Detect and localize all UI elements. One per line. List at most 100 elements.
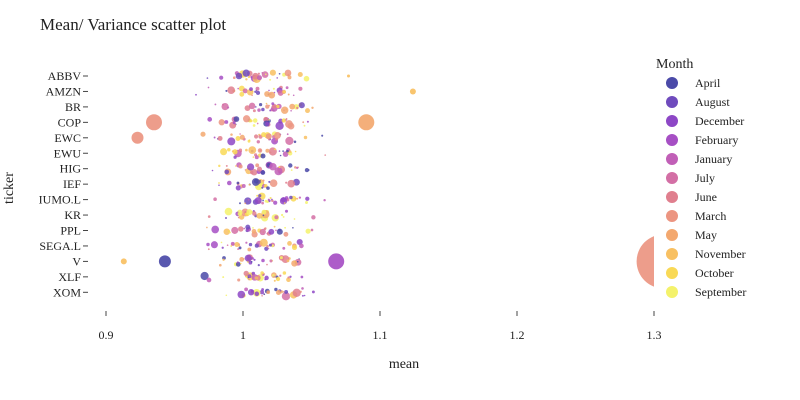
data-point (247, 247, 252, 252)
data-point (223, 228, 231, 235)
data-point (293, 218, 296, 220)
data-point (218, 263, 222, 267)
data-point-highlight (358, 114, 375, 131)
data-point (305, 196, 310, 201)
data-point (232, 76, 236, 80)
data-point (264, 73, 267, 76)
data-point (224, 207, 233, 216)
data-point-highlight (636, 236, 654, 287)
data-point (260, 182, 263, 186)
data-point (266, 244, 269, 248)
data-point (259, 290, 265, 295)
y-tick-label: V (72, 254, 81, 268)
legend-marker (666, 286, 678, 298)
data-point (219, 75, 224, 80)
data-point (289, 195, 293, 200)
y-tick-label: IEF (63, 177, 81, 191)
data-point (288, 150, 292, 153)
data-point (285, 86, 289, 90)
data-point (251, 94, 253, 97)
data-point (230, 133, 233, 136)
data-point (206, 277, 212, 283)
data-point (269, 259, 273, 263)
data-point (276, 104, 280, 109)
data-point (269, 78, 272, 81)
data-point-highlight (120, 258, 127, 265)
data-point (281, 118, 286, 123)
data-point (282, 246, 286, 250)
data-point (224, 120, 229, 124)
data-point (279, 197, 288, 205)
legend-marker (666, 134, 678, 146)
data-point (265, 121, 270, 126)
data-point (289, 275, 292, 278)
data-point (206, 242, 210, 247)
data-point (260, 170, 266, 175)
x-tick-label: 1.2 (510, 328, 525, 342)
data-point (239, 257, 245, 262)
data-point (266, 263, 268, 266)
data-point (254, 276, 259, 280)
data-point (213, 197, 217, 201)
x-axis-title: mean (389, 357, 419, 372)
y-tick-label: KR (64, 208, 81, 222)
data-point (271, 244, 275, 248)
data-point (279, 256, 283, 260)
legend-item-label: May (695, 228, 717, 242)
y-tick-label: BR (65, 100, 81, 114)
data-point (255, 106, 257, 108)
data-point (249, 119, 253, 123)
data-point (287, 241, 292, 246)
data-point (273, 279, 276, 282)
data-point (221, 103, 229, 111)
data-point (268, 228, 275, 235)
data-point (236, 181, 240, 185)
legend-marker (666, 229, 678, 241)
data-point (221, 246, 224, 249)
data-point (263, 293, 266, 296)
data-point (247, 75, 251, 79)
data-point (261, 107, 265, 112)
data-point (274, 287, 278, 292)
data-point (303, 75, 310, 82)
data-point (258, 194, 262, 198)
data-point (227, 106, 230, 109)
data-point (244, 197, 252, 205)
data-point (254, 155, 259, 160)
y-tick-label: IUMO.L (39, 193, 81, 207)
data-point (287, 276, 290, 279)
data-point (292, 94, 295, 97)
data-point (231, 150, 234, 153)
data-point (311, 106, 314, 110)
y-tick-label: ABBV (48, 69, 82, 83)
data-point (218, 184, 220, 186)
data-point (241, 183, 246, 189)
data-point (237, 87, 239, 90)
data-point (232, 121, 236, 125)
data-point (248, 146, 257, 155)
data-point (246, 163, 255, 171)
y-tick-label: PPL (60, 224, 81, 238)
data-point (207, 248, 210, 251)
data-point (235, 165, 237, 167)
data-point (225, 164, 228, 167)
data-point (303, 124, 306, 127)
data-point (220, 148, 228, 156)
data-point (230, 241, 235, 246)
data-point (244, 287, 248, 292)
data-point (293, 260, 296, 263)
data-point (283, 231, 289, 237)
data-point (267, 198, 270, 201)
data-point (206, 77, 209, 79)
data-point (242, 69, 250, 77)
data-point (257, 108, 261, 112)
data-point (305, 201, 308, 204)
y-tick-label: XLF (58, 270, 81, 284)
data-point (240, 187, 243, 189)
data-point (285, 209, 288, 213)
data-point (296, 106, 299, 110)
data-point (266, 290, 271, 295)
data-point (275, 276, 281, 282)
